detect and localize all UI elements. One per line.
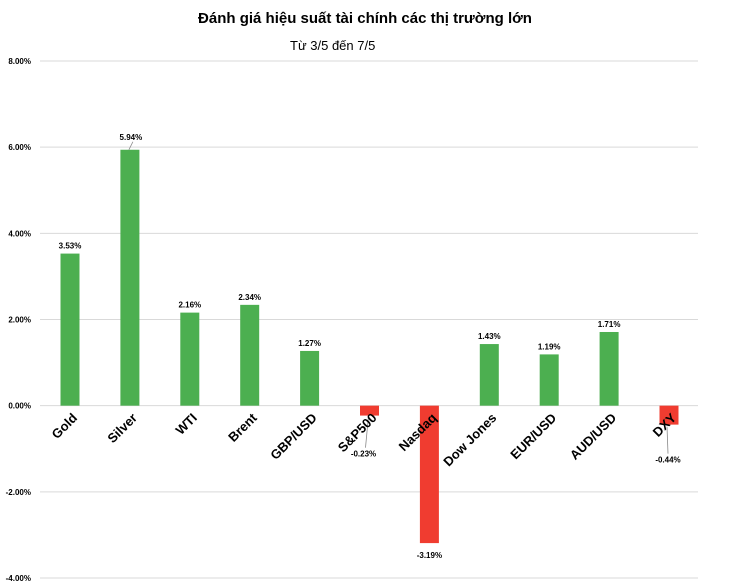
bar (599, 331, 619, 406)
bar (240, 304, 260, 406)
leader-line (365, 415, 369, 448)
bar (180, 312, 200, 406)
category-label: Silver (104, 410, 140, 446)
y-tick-label: -4.00% (6, 574, 31, 583)
data-label: 2.34% (238, 293, 261, 302)
data-label: 1.71% (598, 320, 621, 329)
leader-line (666, 426, 669, 454)
bar (539, 354, 559, 406)
data-label: 2.16% (178, 301, 201, 310)
leader-line (128, 141, 134, 150)
bar (659, 405, 679, 425)
category-label: Gold (49, 410, 81, 442)
data-label: 1.43% (478, 332, 501, 341)
category-label: Brent (225, 410, 260, 445)
y-tick-label: 8.00% (8, 57, 31, 66)
y-tick-label: 2.00% (8, 316, 31, 325)
bar (300, 350, 320, 406)
y-tick-label: -2.00% (6, 488, 31, 497)
data-label: 3.53% (59, 242, 82, 251)
data-label: 1.19% (538, 342, 561, 351)
category-label: GBP/USD (267, 410, 319, 462)
bar (419, 405, 439, 544)
y-tick-label: 4.00% (8, 229, 31, 238)
data-label: -0.44% (655, 456, 680, 465)
y-tick-label: 0.00% (8, 402, 31, 411)
category-label: S&P500 (335, 410, 380, 455)
bar (360, 405, 379, 416)
bar (60, 253, 80, 406)
category-label: WTI (172, 410, 199, 437)
category-label: EUR/USD (507, 410, 559, 462)
chart-title: Đánh giá hiệu suất tài chính các thị trư… (198, 10, 532, 27)
bar (120, 149, 140, 406)
chart-subtitle: Từ 3/5 đến 7/5 (290, 38, 376, 53)
category-label: Dow Jones (440, 410, 499, 469)
data-label: -0.23% (351, 450, 376, 459)
data-label: 1.27% (298, 339, 321, 348)
data-label: -3.19% (417, 551, 442, 560)
bar (479, 344, 499, 406)
category-label: AUD/USD (567, 410, 619, 462)
data-label: 5.94% (120, 133, 143, 142)
y-tick-label: 6.00% (8, 143, 31, 152)
